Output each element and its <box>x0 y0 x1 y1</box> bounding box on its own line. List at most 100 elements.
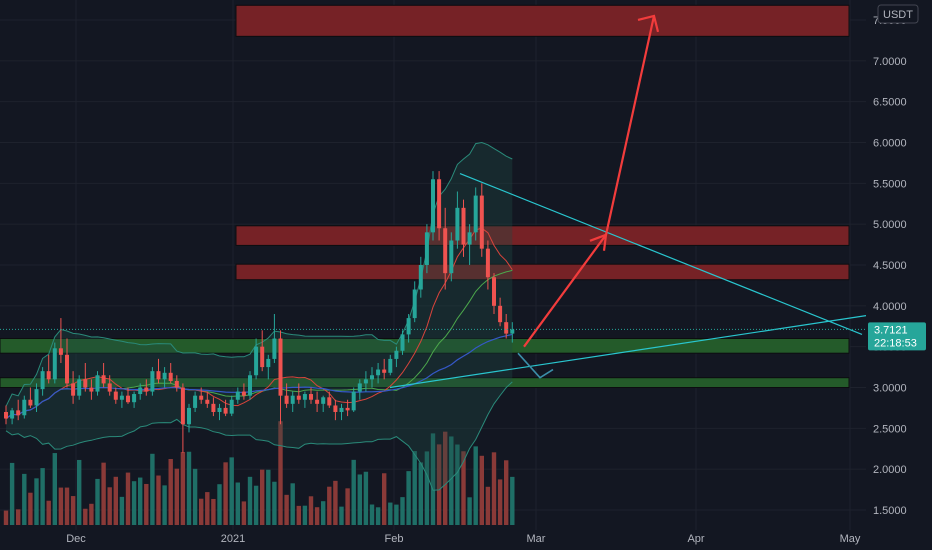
volume-bar <box>16 509 21 525</box>
volume-bar <box>241 501 247 525</box>
y-tick-label: 5.0000 <box>873 219 907 231</box>
currency-label[interactable]: USDT <box>877 4 919 24</box>
volume-bar <box>406 471 411 525</box>
volume-bar <box>186 451 192 525</box>
volume-bar <box>77 459 82 525</box>
volume-bar <box>162 485 167 525</box>
candle-body <box>40 371 45 390</box>
x-tick-label: 2021 <box>221 533 245 545</box>
resistance-zone <box>235 225 850 246</box>
candle-body <box>333 405 338 412</box>
volume-bar <box>131 481 137 525</box>
y-tick-label: 2.5000 <box>873 423 907 435</box>
candle-body <box>193 395 198 408</box>
candle-body <box>174 380 179 388</box>
volume-bar <box>314 507 320 525</box>
candle-body <box>28 399 33 406</box>
volume-bar <box>211 498 216 525</box>
candle-body <box>376 369 381 376</box>
candle-body <box>339 407 344 412</box>
candle-body <box>113 391 118 400</box>
volume-bar <box>461 451 466 525</box>
candle-body <box>412 289 417 319</box>
volume-bar <box>339 506 344 525</box>
volume-bar <box>449 436 454 525</box>
drawings[interactable] <box>389 14 867 389</box>
arrowhead <box>637 14 660 33</box>
volume-bar <box>497 479 503 525</box>
candle-body <box>351 391 356 411</box>
volume-bar <box>107 487 112 525</box>
volume-bar <box>34 478 39 525</box>
candle-body <box>95 375 100 392</box>
candle-body <box>4 412 8 419</box>
volume-bar <box>180 452 186 525</box>
volume-bar <box>9 462 15 525</box>
candle-body <box>455 207 460 241</box>
y-axis[interactable]: 1.50002.00002.50003.00003.50004.00004.50… <box>873 15 907 517</box>
candle-body <box>248 375 252 396</box>
x-tick-label: Mar <box>527 533 546 545</box>
dip-arrow <box>517 352 554 379</box>
candle-body <box>22 399 27 416</box>
volume-bar <box>510 476 515 525</box>
volume-bar <box>192 468 198 525</box>
current-price-label: 3.7121 22:18:53 <box>0 322 926 351</box>
x-axis[interactable]: Dec 2021 Feb Mar Apr May <box>66 533 861 545</box>
candle-body <box>479 195 484 249</box>
candle-body <box>211 403 216 412</box>
volume-bar <box>296 505 301 525</box>
candle-body <box>260 346 265 368</box>
volume-bar <box>40 468 45 525</box>
arrowhead <box>589 233 608 251</box>
volume-bar <box>412 451 417 525</box>
volume-bar <box>308 496 314 525</box>
candle-body <box>217 407 222 412</box>
resistance-zone <box>235 263 850 281</box>
candle-body <box>144 387 149 392</box>
volume-bar <box>144 483 149 525</box>
candle-body <box>388 358 393 373</box>
candle-body <box>394 350 399 359</box>
candle-body <box>107 383 112 392</box>
volume-bar <box>363 471 369 525</box>
candle-body <box>52 348 57 380</box>
ascending-trendline <box>389 315 867 389</box>
volume-bars <box>3 421 515 525</box>
volume-bar <box>430 433 436 525</box>
volume-bar <box>278 421 283 525</box>
y-tick-label: 4.5000 <box>873 260 907 272</box>
volume-bar <box>443 431 448 525</box>
volume-bar <box>89 503 94 525</box>
volume-bar <box>168 459 173 525</box>
candle-body <box>126 395 130 403</box>
x-tick-label: Apr <box>687 533 704 545</box>
volume-bar <box>369 504 375 525</box>
candle-body <box>437 179 442 229</box>
candle-body <box>315 399 320 404</box>
y-tick-label: 6.5000 <box>873 97 907 109</box>
volume-bar <box>424 451 430 525</box>
volume-bar <box>174 468 179 525</box>
candle-body <box>492 277 496 306</box>
candle-body <box>278 338 283 396</box>
y-tick-label: 4.0000 <box>873 301 907 313</box>
candle-body <box>418 265 423 290</box>
volume-bar <box>95 478 100 525</box>
volume-bar <box>382 473 387 525</box>
volume-bar <box>119 496 125 525</box>
current-price-box <box>868 322 926 351</box>
volume-bar <box>351 459 356 525</box>
candle-body <box>162 372 167 380</box>
candle-body <box>357 383 362 392</box>
ma-red <box>5 227 513 419</box>
candle-body <box>473 195 478 233</box>
x-tick-label: Dec <box>66 533 86 545</box>
volume-bar <box>70 496 76 525</box>
grid <box>0 0 866 530</box>
candle-body <box>65 354 69 384</box>
volume-bar <box>83 508 88 525</box>
volume-bar <box>485 486 491 525</box>
y-tick-label: 5.5000 <box>873 178 907 190</box>
